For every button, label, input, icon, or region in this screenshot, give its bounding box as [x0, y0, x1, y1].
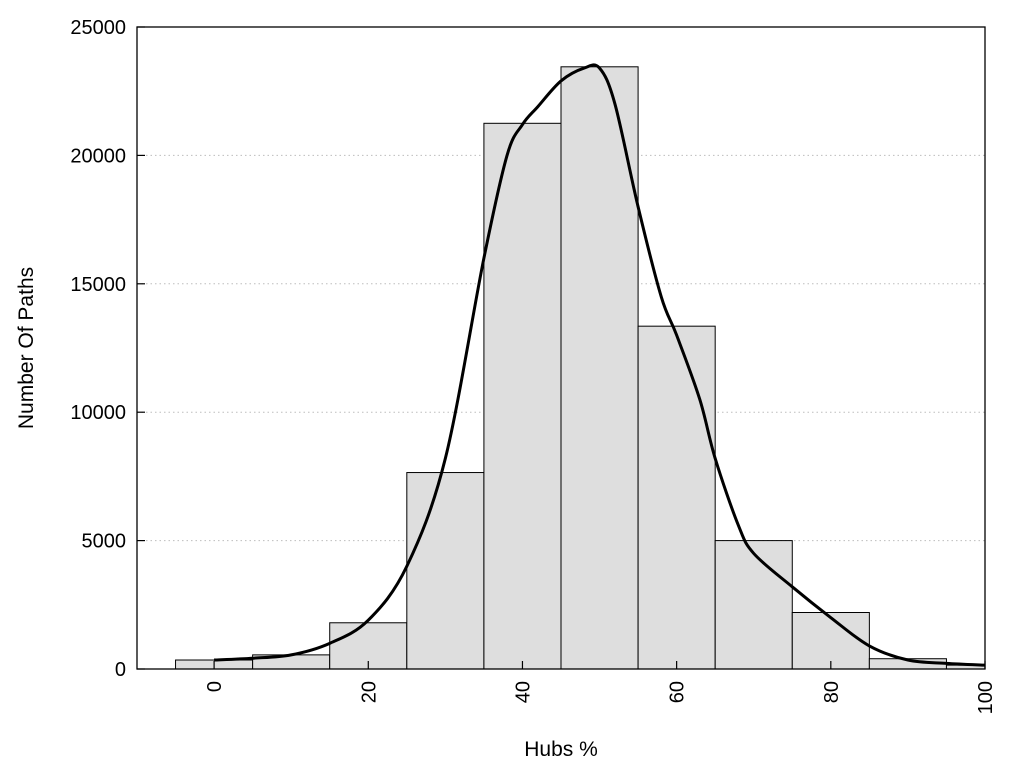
density-curve-layer: [214, 63, 986, 667]
y-tick-label: 25000: [70, 17, 126, 39]
histogram-bars: [175, 66, 986, 670]
x-tick-label: 40: [512, 681, 534, 703]
density-curve: [214, 63, 986, 667]
x-axis-title: Hubs %: [524, 738, 598, 761]
x-axis-ticks: 0 20 40 60 80 100: [204, 661, 997, 714]
histogram-bar: [406, 472, 485, 670]
histogram-bar: [714, 540, 793, 670]
histogram-bar: [483, 122, 562, 670]
histogram-bar: [791, 612, 870, 670]
x-tick-label: 0: [204, 681, 226, 692]
y-tick-label: 10000: [70, 402, 126, 424]
x-tick-label: 100: [975, 681, 997, 714]
histogram-bar: [560, 66, 639, 670]
y-tick-label: 20000: [70, 145, 126, 167]
y-axis-title: Number Of Paths: [15, 267, 38, 429]
y-tick-label: 5000: [82, 531, 127, 553]
histogram-bar: [637, 325, 716, 670]
y-tick-label: 0: [115, 659, 126, 681]
x-tick-label: 60: [667, 681, 689, 703]
y-tick-label: 15000: [70, 274, 126, 296]
x-tick-label: 80: [821, 681, 843, 703]
x-tick-label: 20: [358, 681, 380, 703]
y-axis-ticks: 0 5000 10000 15000 20000 25000: [70, 17, 145, 681]
plot-frame: [136, 26, 986, 670]
